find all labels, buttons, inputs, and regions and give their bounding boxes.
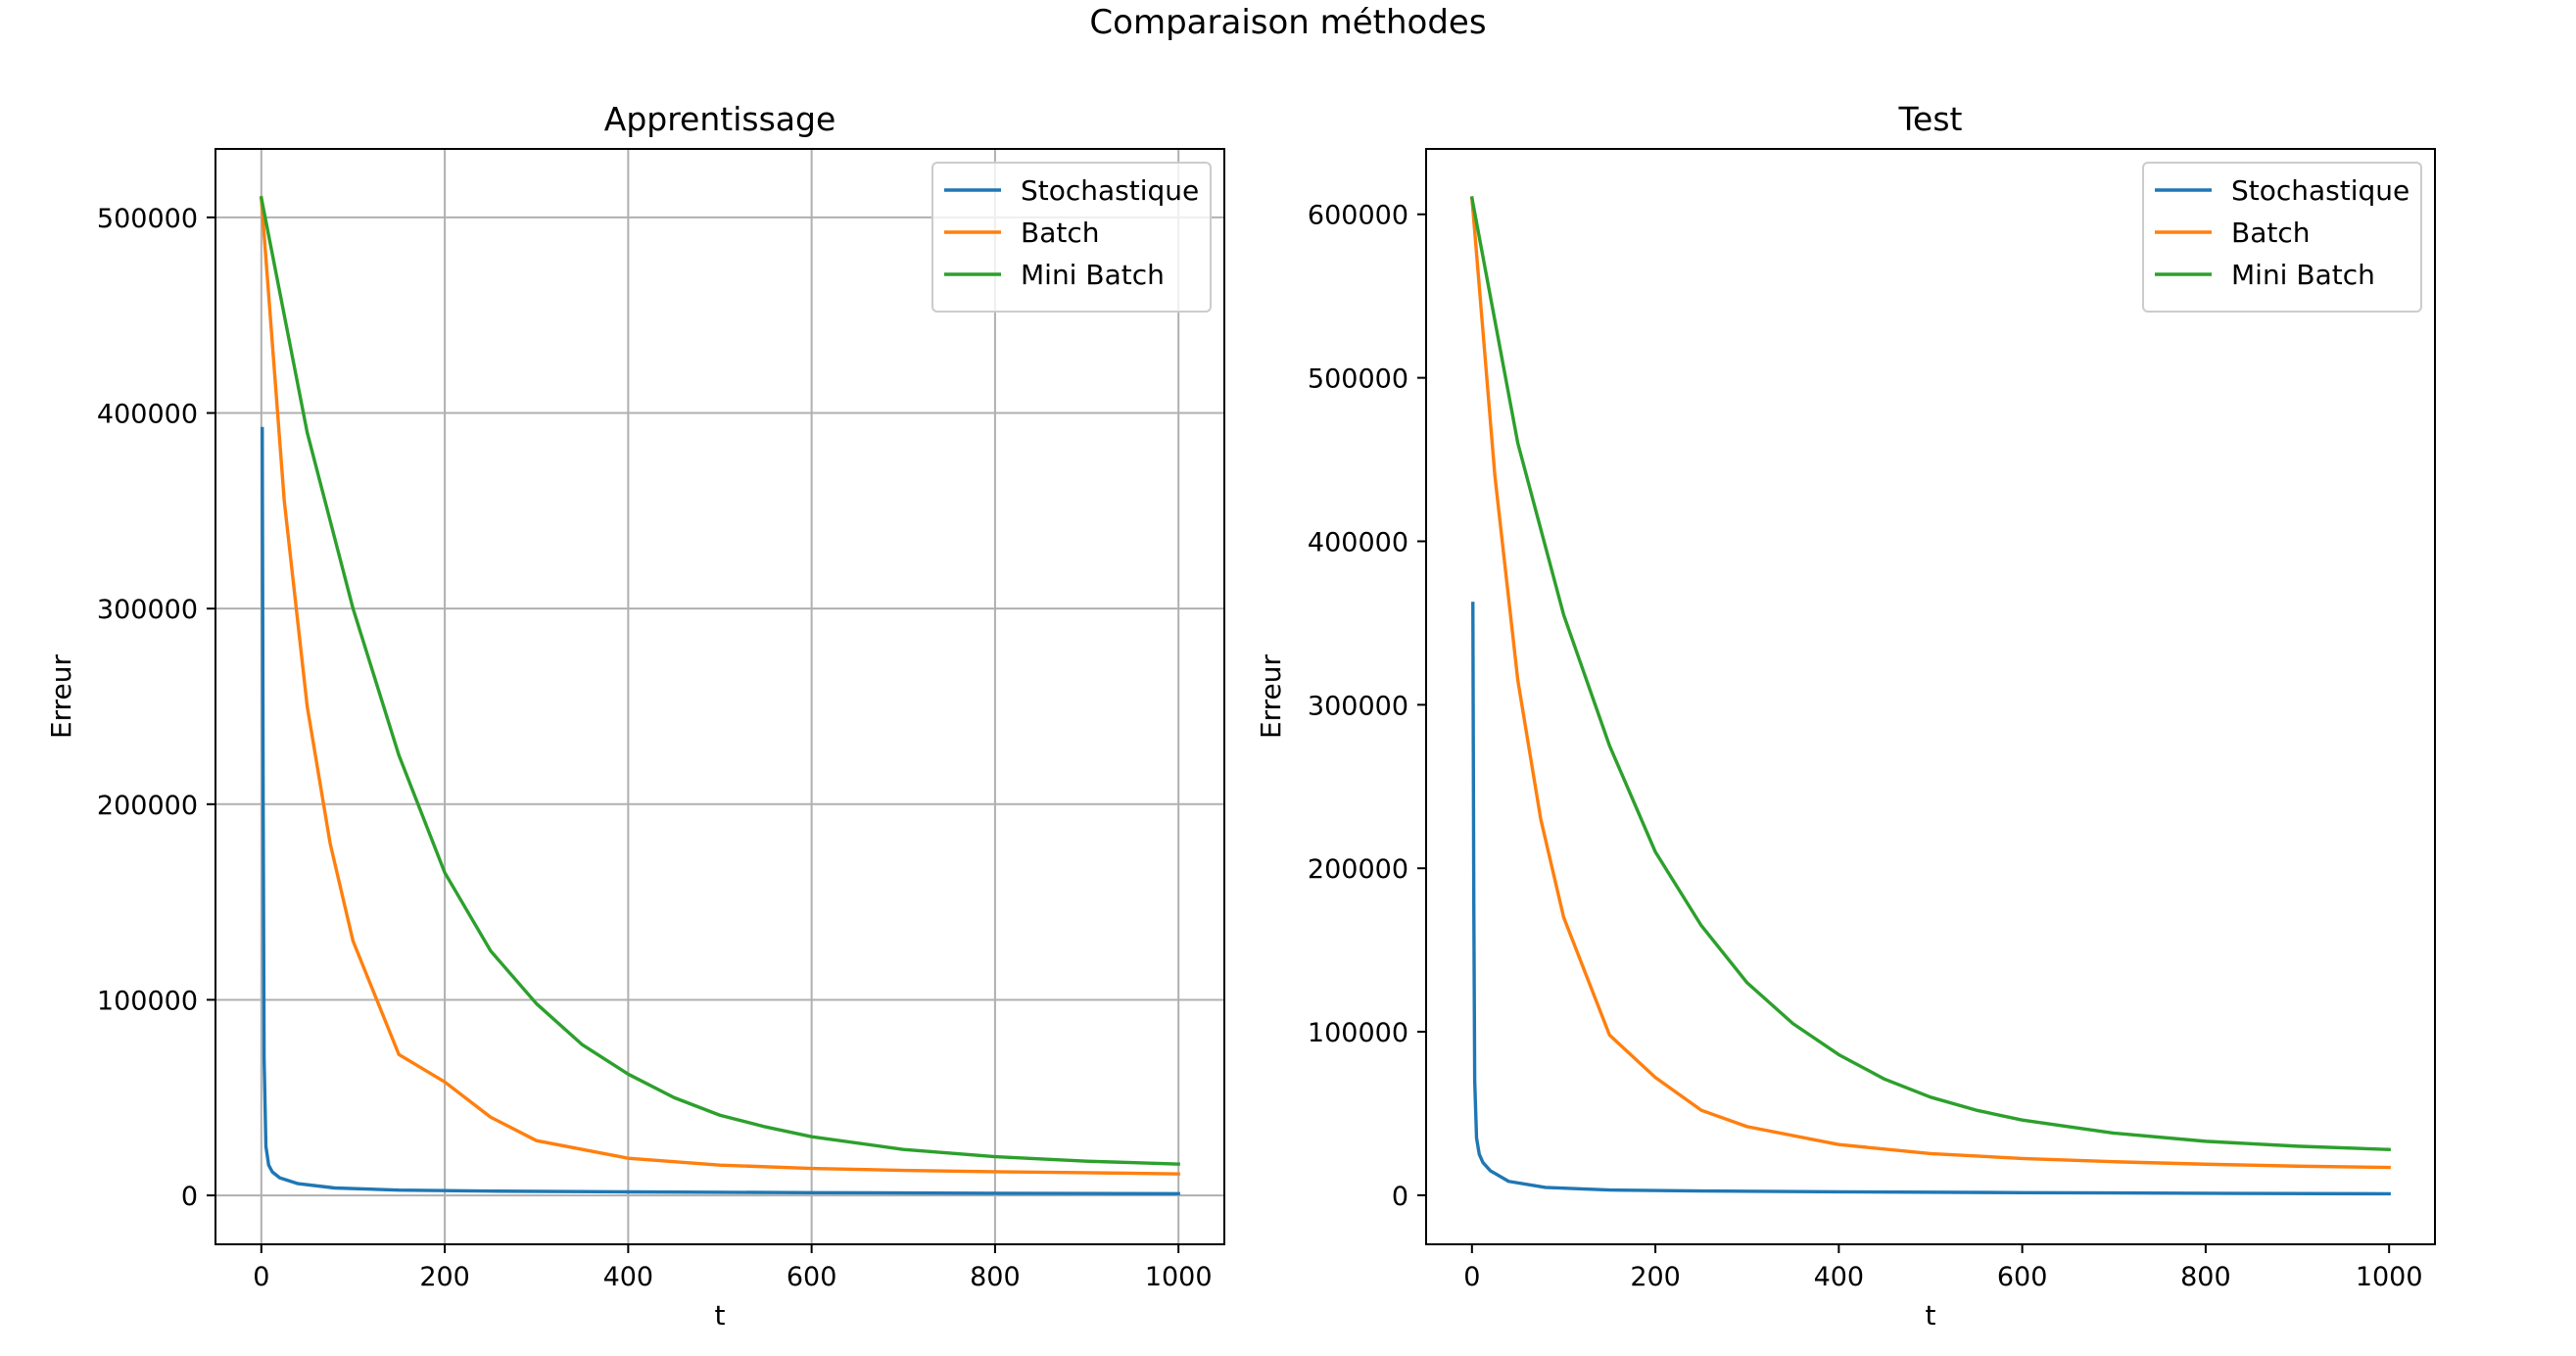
series-line-batch [1469,196,2391,1170]
y-tick-label: 100000 [97,986,198,1016]
series-line-stochastique [1471,602,2391,1196]
series-line-stochastique [261,426,1180,1195]
x-tick-label: 0 [1463,1262,1480,1292]
x-tick-label: 800 [970,1262,1021,1292]
series-line-mini-batch [259,195,1180,1166]
legend-entry-label: Batch [1021,217,1100,249]
y-axis-label: Erreur [45,654,77,739]
legend: Stochastique Batch Mini Batch [2142,162,2422,313]
x-tick-label: 200 [419,1262,470,1292]
y-tick-label: 200000 [97,791,198,821]
legend-entry-label: Stochastique [2231,174,2409,207]
y-tick-label: 500000 [1308,364,1408,395]
legend-box [2142,162,2422,313]
x-tick-label: 600 [787,1262,837,1292]
x-tick-label: 200 [1630,1262,1681,1292]
x-tick-label: 400 [1814,1262,1865,1292]
legend-entry-label: Mini Batch [1021,259,1165,291]
y-tick-label: 300000 [97,595,198,625]
subplot-title: Test [1898,100,1963,138]
y-tick-label: 400000 [1308,527,1408,557]
legend-entry-label: Mini Batch [2231,259,2375,291]
subplot-1: 0 200 400 600 800 1000 0 100000 200000 300000 4000… [45,100,1225,1332]
x-tick-label: 1000 [1145,1262,1213,1292]
y-tick-label: 100000 [1308,1018,1408,1048]
legend-entry-label: Batch [2231,217,2311,249]
x-tick-label: 600 [1997,1262,2048,1292]
y-tick-label: 0 [1392,1182,1408,1212]
y-tick-label: 200000 [1308,854,1408,885]
y-axis-label: Erreur [1255,654,1287,739]
x-tick-label: 0 [253,1262,269,1292]
y-tick-label: 0 [181,1182,198,1212]
axes-frame [215,148,1225,1245]
x-tick-label: 400 [603,1262,654,1292]
axes-frame [1425,148,2436,1245]
y-tick-label: 500000 [97,204,198,234]
legend-box [931,162,1212,313]
legend-entry-label: Stochastique [1021,174,1199,207]
x-tick-label: 1000 [2356,1262,2423,1292]
series-line-batch [259,196,1180,1176]
legend: Stochastique Batch Mini Batch [931,162,1212,313]
x-axis-label: t [1926,1299,1936,1332]
subplot-2: 0 200 400 600 800 1000 0 100000 200000 300000 4000… [1255,100,2436,1332]
x-tick-label: 800 [2180,1262,2231,1292]
y-tick-label: 400000 [97,400,198,430]
figure-suptitle: Comparaison méthodes [1089,3,1486,42]
series-line-mini-batch [1469,196,2391,1151]
x-axis-label: t [715,1299,726,1332]
y-tick-label: 300000 [1308,691,1408,721]
y-tick-label: 600000 [1308,201,1408,231]
subplot-title: Apprentissage [604,100,836,138]
